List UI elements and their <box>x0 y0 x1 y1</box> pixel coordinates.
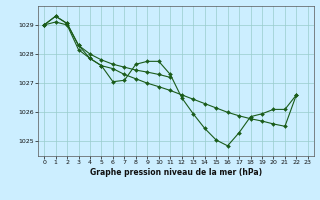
X-axis label: Graphe pression niveau de la mer (hPa): Graphe pression niveau de la mer (hPa) <box>90 168 262 177</box>
